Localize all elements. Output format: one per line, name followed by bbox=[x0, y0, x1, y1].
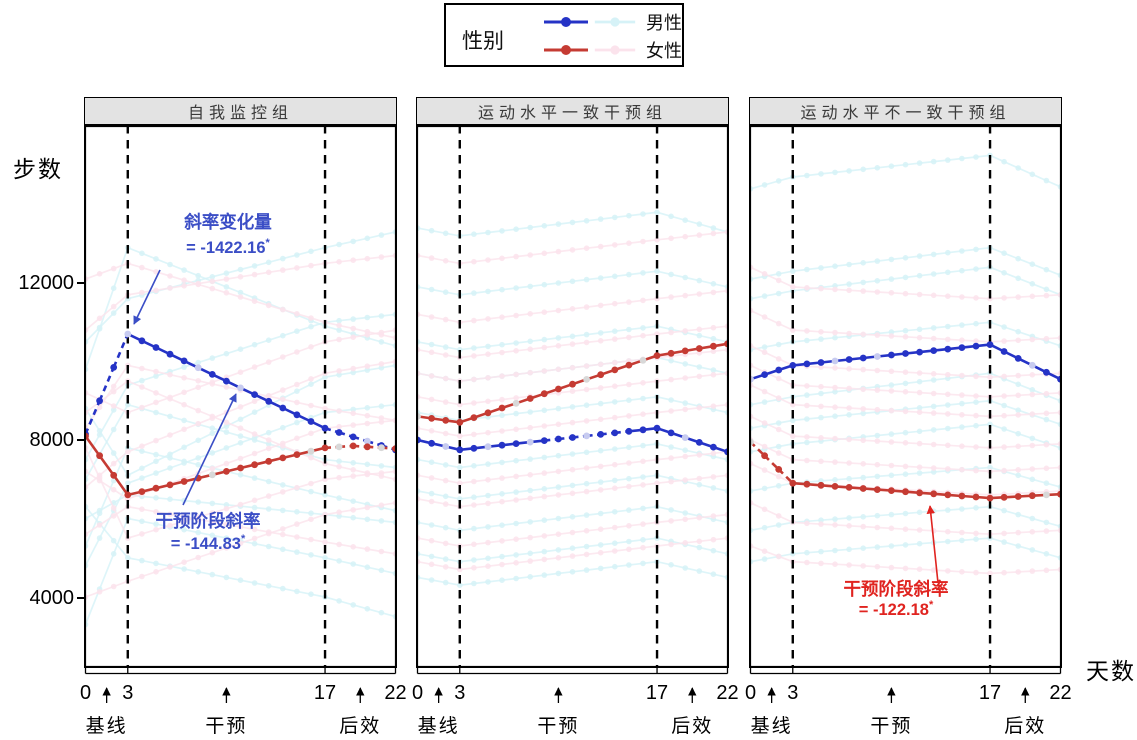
panel-border bbox=[749, 125, 1062, 668]
phase-label: 干预 bbox=[205, 715, 247, 737]
phase-boundary-lines bbox=[126, 125, 327, 668]
annotation-arrow bbox=[133, 269, 161, 325]
y-tick-label: 4000 bbox=[29, 587, 75, 609]
panel-x-axis-0: 0 3 17 22 基线 干预 后效 bbox=[80, 668, 407, 740]
panel-plot-consistent-intervention bbox=[416, 125, 729, 668]
mean-line-female bbox=[416, 340, 729, 426]
annotation-value: = -122.18* bbox=[859, 599, 934, 619]
individual-line-male bbox=[750, 423, 1061, 453]
x-tick-label: 0 bbox=[80, 682, 91, 704]
panel-x-axis-1: 0 3 17 22 基线 干预 后效 bbox=[412, 668, 739, 740]
panel-border bbox=[84, 125, 397, 668]
annotation: 干预阶段斜率= -144.83* bbox=[156, 393, 261, 553]
legend-title: 性别 bbox=[462, 30, 504, 53]
x-axis-svg: 0 3 17 22 基线 干预 后效 bbox=[745, 668, 1072, 737]
x-tick-label: 17 bbox=[646, 682, 668, 704]
x-axis-svg: 0 3 17 22 基线 干预 后效 bbox=[412, 668, 739, 737]
legend-label-female: 女性 bbox=[646, 41, 682, 61]
x-tick-label: 0 bbox=[745, 682, 756, 704]
y-tick-label: 12000 bbox=[18, 272, 74, 294]
individual-line-male bbox=[750, 537, 1061, 563]
annotation-arrow bbox=[182, 393, 237, 506]
x-tick-label: 22 bbox=[384, 682, 406, 704]
panel-header-self-monitoring: 自我监控组 bbox=[84, 97, 397, 125]
annotation-label: 干预阶段斜率 bbox=[156, 511, 261, 531]
annotation: 斜率变化量 = -1422.16* bbox=[133, 212, 272, 325]
phase-label: 干预 bbox=[537, 715, 579, 737]
annotation: 干预阶段斜率= -122.18* bbox=[844, 505, 949, 619]
x-tick-label: 3 bbox=[787, 682, 798, 704]
annotation-value: = -1422.16* bbox=[186, 237, 270, 257]
individual-line-male bbox=[750, 154, 1061, 190]
legend-row-female: 女性 bbox=[542, 36, 682, 64]
phase-label: 后效 bbox=[339, 715, 381, 737]
y-tick-mark bbox=[77, 282, 84, 284]
gender-legend: 性别 男性 女性 bbox=[444, 3, 684, 67]
panel-border bbox=[416, 125, 729, 668]
mean-line-male bbox=[416, 424, 729, 456]
panel-chart-svg: 斜率变化量 = -1422.16* 干预阶段斜率= -144.83* bbox=[84, 125, 397, 668]
x-axis-svg: 0 3 17 22 基线 干预 后效 bbox=[80, 668, 407, 737]
panel-chart-svg bbox=[416, 125, 729, 668]
x-tick-label: 3 bbox=[122, 682, 133, 704]
panel-plot-self-monitoring: 斜率变化量 = -1422.16* 干预阶段斜率 = -144.83* bbox=[84, 125, 397, 668]
male-individual-line-swatch bbox=[594, 17, 636, 27]
annotation-label: 干预阶段斜率 bbox=[844, 579, 949, 599]
panel-plot-inconsistent-intervention: 干预阶段斜率 = -122.18* bbox=[749, 125, 1062, 668]
legend-row-male: 男性 bbox=[542, 8, 682, 36]
annotation-label: 斜率变化量 bbox=[183, 212, 272, 232]
x-axis-title: 天数 bbox=[1086, 658, 1136, 684]
male-mean-line-swatch bbox=[544, 17, 588, 27]
panel-chart-svg: 干预阶段斜率= -122.18* bbox=[749, 125, 1062, 668]
y-tick-label: 8000 bbox=[29, 429, 75, 451]
phase-label: 基线 bbox=[751, 715, 793, 737]
phase-label: 后效 bbox=[1004, 715, 1046, 737]
mean-line-male bbox=[749, 341, 1062, 383]
female-individual-line-swatch bbox=[594, 45, 636, 55]
x-tick-label: 22 bbox=[716, 682, 738, 704]
panel-x-axis-2: 0 3 17 22 基线 干预 后效 bbox=[745, 668, 1072, 740]
phase-boundary-lines bbox=[791, 125, 992, 668]
legend-label-male: 男性 bbox=[646, 13, 682, 33]
phase-boundary-lines bbox=[458, 125, 659, 668]
x-tick-label: 22 bbox=[1049, 682, 1071, 704]
x-tick-label: 17 bbox=[979, 682, 1001, 704]
phase-label: 后效 bbox=[671, 715, 713, 737]
y-tick-mark bbox=[77, 439, 84, 441]
phase-label: 干预 bbox=[870, 715, 912, 737]
panel-header-inconsistent-intervention: 运动水平不一致干预组 bbox=[749, 97, 1062, 125]
y-axis-title: 步数 bbox=[13, 156, 63, 182]
x-tick-label: 0 bbox=[412, 682, 423, 704]
x-tick-label: 17 bbox=[314, 682, 336, 704]
female-mean-line-swatch bbox=[544, 45, 588, 55]
annotation-arrow bbox=[926, 505, 939, 584]
annotation-value: = -144.83* bbox=[171, 533, 246, 553]
individual-trajectories bbox=[416, 209, 729, 588]
y-tick-mark bbox=[77, 597, 84, 599]
mean-line-female bbox=[749, 438, 1062, 502]
phase-label: 基线 bbox=[418, 715, 460, 737]
mean-line-female bbox=[84, 432, 397, 499]
panel-header-consistent-intervention: 运动水平一致干预组 bbox=[416, 97, 729, 125]
x-tick-label: 3 bbox=[454, 682, 465, 704]
individual-line-male bbox=[750, 246, 1061, 280]
individual-trajectories bbox=[84, 229, 397, 628]
phase-label: 基线 bbox=[86, 715, 128, 737]
legend-rows: 男性 女性 bbox=[542, 8, 682, 64]
